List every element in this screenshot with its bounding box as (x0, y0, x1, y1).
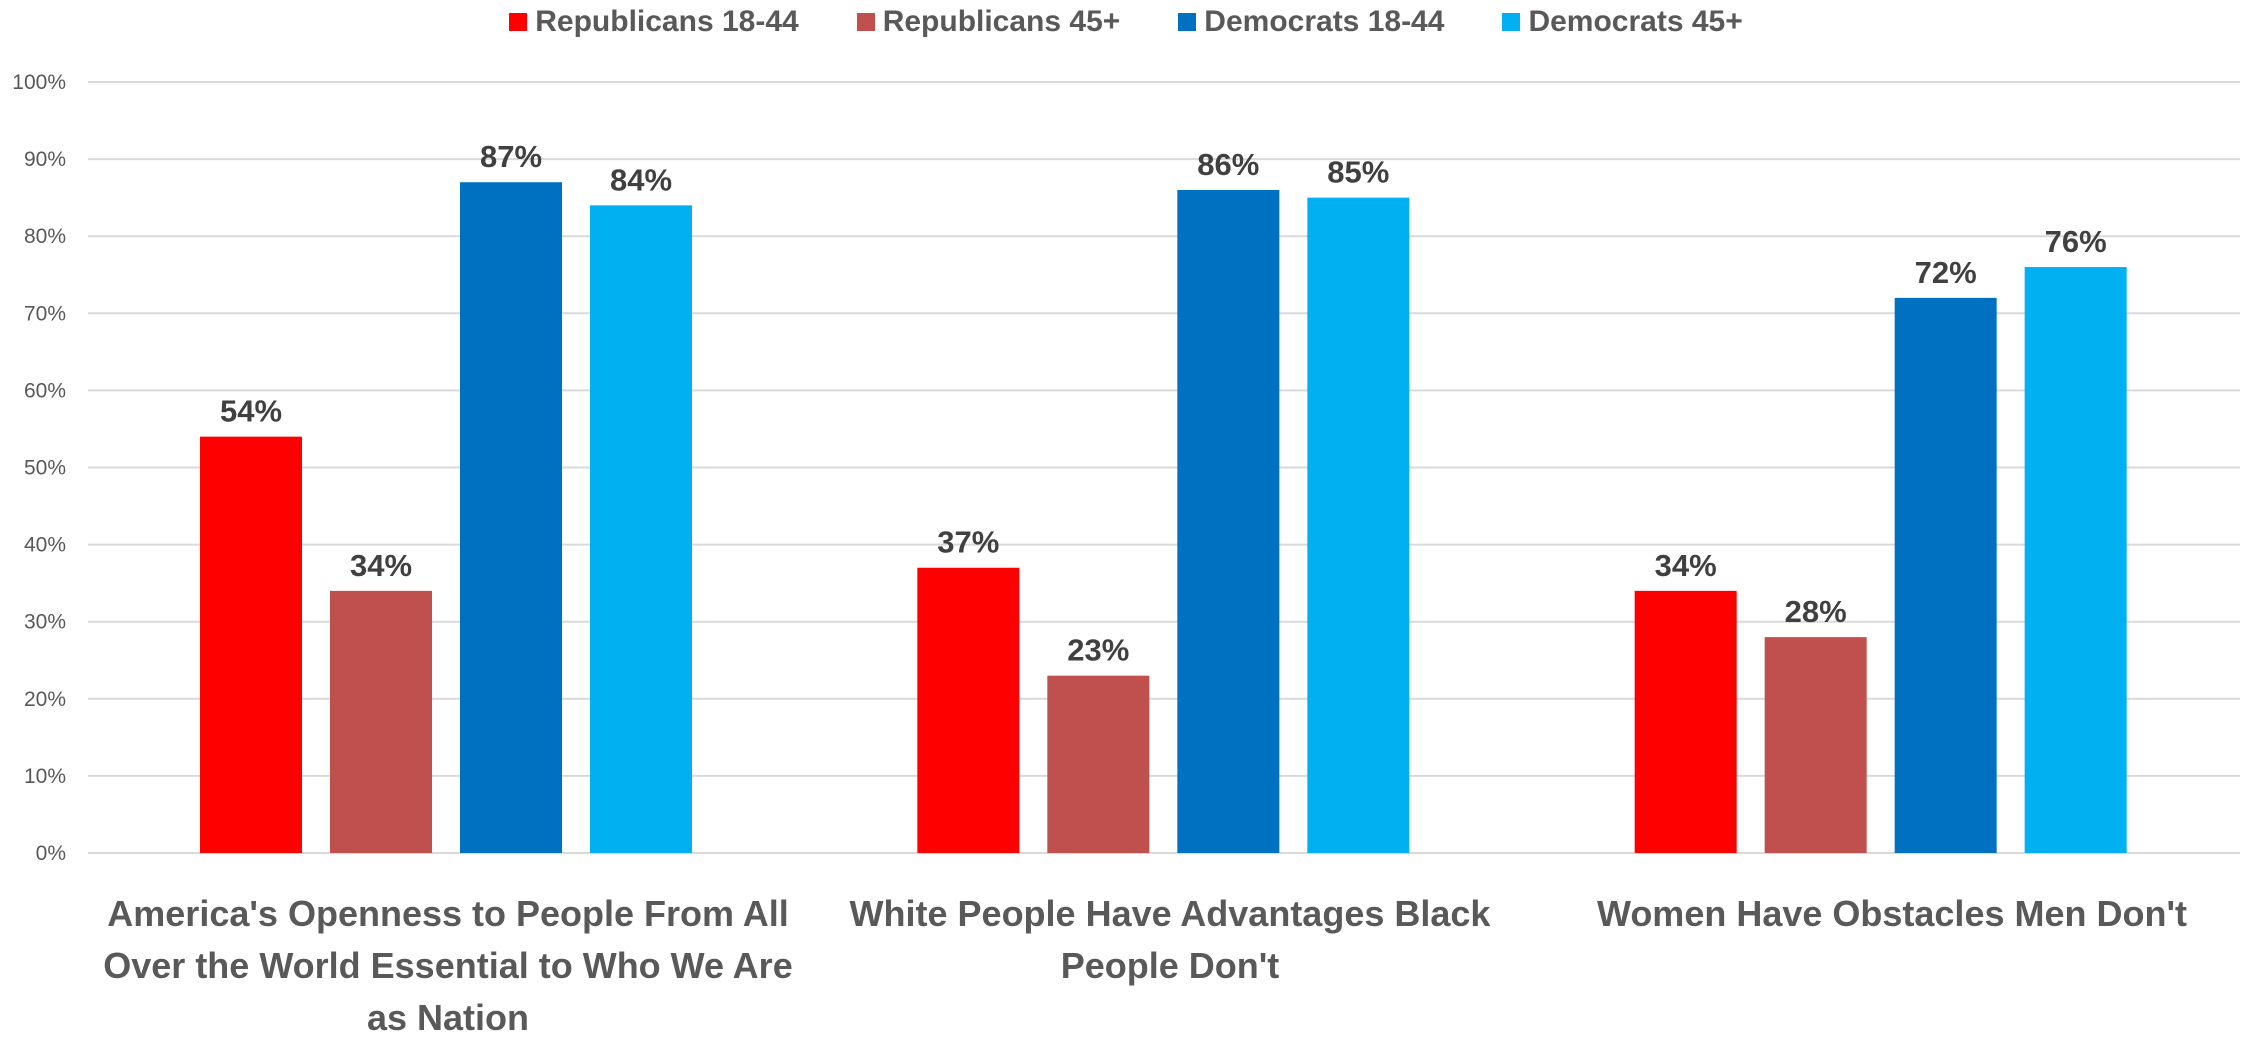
legend-item-republicans-45-plus: Republicans 45+ (856, 5, 1121, 39)
legend-label: Democrats 18-44 (1204, 5, 1445, 38)
category-label-openness: America's Openness to People From All Ov… (103, 893, 793, 1038)
bar (917, 567, 1020, 853)
y-tick-label: 10% (24, 765, 66, 788)
bar (1634, 590, 1737, 853)
gridlines (88, 81, 2240, 854)
legend-swatch (1178, 13, 1197, 31)
data-label: 85% (1327, 155, 1389, 190)
data-label: 23% (1067, 633, 1129, 668)
data-labels: 54% 34% 87% 84% 37% 23% 86% 85% 34% 28% 72% 76% (220, 139, 2107, 667)
legend-label: Democrats 45+ (1528, 5, 1743, 38)
data-label: 76% (2045, 224, 2107, 259)
bar (1307, 197, 1410, 853)
category-label-white-advantages: White People Have Advantages Black Peopl… (849, 893, 1491, 986)
data-label: 87% (480, 139, 542, 174)
legend-label: Republicans 18-44 (535, 5, 799, 38)
bar (1177, 189, 1280, 853)
y-tick-label: 80% (24, 225, 66, 248)
legend-label: Republicans 45+ (882, 5, 1121, 38)
bars (200, 182, 2127, 854)
legend-item-democrats-45-plus: Democrats 45+ (1502, 5, 1743, 39)
bar (1894, 297, 1997, 853)
y-tick-label: 100% (12, 71, 66, 94)
legend: Republicans 18-44 Republicans 45+ Democr… (0, 0, 2252, 44)
bar (2024, 267, 2127, 853)
bar (590, 205, 692, 854)
data-label: 84% (610, 162, 672, 197)
data-label: 54% (220, 394, 282, 429)
bar (1047, 675, 1150, 853)
y-tick-label: 90% (24, 148, 66, 171)
bar (200, 436, 302, 853)
y-axis-tick-labels: 0% 10% 20% 30% 40% 50% 60% 70% 80% 90% 100% (12, 71, 66, 865)
bar (460, 182, 562, 854)
bar (330, 590, 432, 853)
data-label: 37% (937, 525, 999, 560)
data-label: 34% (1655, 548, 1717, 583)
y-tick-label: 30% (24, 611, 66, 634)
y-tick-label: 20% (24, 688, 66, 711)
data-label: 72% (1915, 255, 1977, 290)
category-label-women-obstacles: Women Have Obstacles Men Don't (1596, 893, 2188, 934)
legend-item-republicans-18-44: Republicans 18-44 (509, 5, 799, 39)
legend-swatch (509, 13, 528, 31)
y-tick-label: 70% (24, 302, 66, 325)
data-label: 86% (1197, 147, 1259, 182)
legend-swatch (1502, 13, 1521, 31)
data-label: 28% (1785, 594, 1847, 629)
y-tick-label: 50% (24, 457, 66, 480)
legend-swatch (856, 13, 875, 31)
y-tick-label: 40% (24, 534, 66, 557)
bar (1764, 637, 1867, 853)
data-label: 34% (350, 548, 412, 583)
y-tick-label: 60% (24, 379, 66, 402)
y-tick-label: 0% (36, 842, 66, 865)
legend-item-democrats-18-44: Democrats 18-44 (1178, 5, 1444, 39)
